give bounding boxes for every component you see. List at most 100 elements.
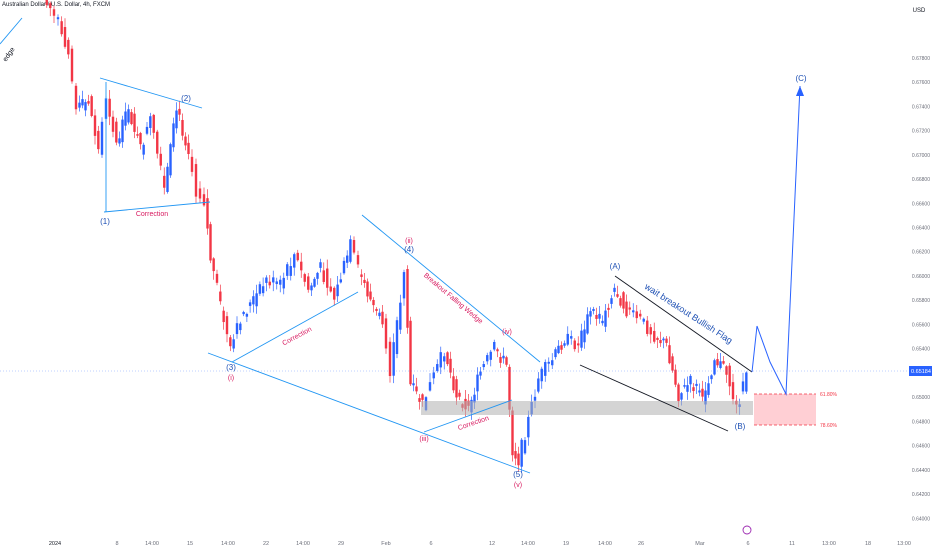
candle (589, 307, 592, 325)
triangle-bottom-line (103, 201, 211, 213)
candle-body (133, 113, 136, 132)
candle (60, 16, 63, 37)
candle-body (152, 114, 155, 133)
wave-label-i: (i) (228, 375, 234, 382)
candle-body (388, 341, 392, 377)
candle (159, 146, 162, 171)
y-tick-label: 0.67600 (912, 80, 930, 86)
candle-body (275, 281, 278, 285)
candle-body (573, 340, 576, 350)
y-tick-label: 0.64800 (912, 419, 930, 425)
candle (286, 262, 289, 280)
candle (375, 307, 378, 316)
candle (356, 250, 360, 268)
x-tick-label: Feb (381, 541, 390, 547)
candle-body (212, 258, 215, 272)
price-axis[interactable]: 0.67800 0.67600 0.67400 0.67200 0.67000 0.668… (912, 56, 930, 523)
candle-body (731, 382, 735, 400)
candle (554, 347, 557, 360)
candle (133, 107, 136, 139)
candle (115, 117, 118, 146)
candle-body (235, 323, 239, 335)
wave-label-3: (3) (226, 363, 236, 372)
x-tick-label: 14:00 (221, 541, 235, 547)
candle (639, 309, 642, 320)
candle-body (622, 292, 625, 309)
candle-body (142, 144, 145, 155)
candle (496, 347, 499, 358)
candle-body (198, 188, 202, 199)
x-tick-label: 13:00 (897, 541, 911, 547)
candle (395, 316, 399, 359)
y-tick-label: 0.65800 (912, 298, 930, 304)
candle (316, 271, 319, 285)
candle-body (78, 102, 81, 108)
candle (70, 45, 74, 84)
y-tick-label: 0.66400 (912, 225, 930, 231)
candle-body (496, 349, 499, 352)
candle (342, 257, 346, 275)
candle-body (156, 131, 159, 154)
candle-body (166, 166, 169, 192)
candle (255, 284, 258, 314)
candle-body (557, 345, 560, 354)
candle-body (674, 369, 677, 385)
candle-body (366, 281, 369, 297)
y-tick-label: 0.64000 (912, 516, 930, 522)
candle-body (686, 385, 689, 392)
candle-body (395, 320, 399, 355)
candle (90, 94, 93, 118)
candle-body (194, 164, 198, 197)
x-tick-label: 15 (187, 541, 193, 547)
candle (100, 117, 104, 158)
candle (432, 366, 435, 385)
candle-body (508, 366, 511, 410)
candle (175, 102, 178, 134)
candle-body (412, 383, 415, 386)
candle-body (683, 385, 686, 387)
wave-label-1: (1) (100, 217, 110, 226)
x-tick-label: 14:00 (521, 541, 535, 547)
candle (722, 356, 725, 365)
candle-body (616, 294, 619, 297)
wave-label-5: (5) (513, 470, 523, 479)
candle-body (493, 341, 496, 350)
wave-label-C: (C) (795, 74, 806, 83)
candle-body (406, 269, 409, 328)
candle-body (97, 130, 100, 150)
candle (163, 167, 166, 195)
y-tick-label: 0.67800 (912, 56, 930, 62)
events-icon[interactable] (742, 525, 752, 535)
last-price-text: 0.65184 (911, 369, 931, 375)
candle-body (540, 368, 543, 382)
candle-body (74, 85, 78, 110)
candle (252, 290, 255, 313)
fib-zone (754, 394, 816, 425)
wave-label-4: (4) (404, 245, 414, 254)
candle-body (566, 333, 569, 345)
candle-body (710, 375, 713, 380)
candle-body (745, 372, 748, 392)
candle-body (352, 240, 356, 253)
candle-body (356, 255, 360, 265)
time-axis[interactable]: 2024 8 14:00 15 14:00 22 14:00 29 Feb 6 12 14:00 19 1… (49, 541, 911, 547)
candle-body (432, 372, 435, 379)
candle-body (45, 0, 48, 5)
candle (695, 379, 698, 394)
candle (701, 380, 704, 402)
candle (619, 295, 622, 308)
candle-body (384, 318, 388, 349)
projection-arrowhead (796, 86, 804, 96)
candle (446, 351, 449, 367)
candle (499, 352, 502, 368)
candle (84, 99, 87, 117)
candle (184, 132, 187, 151)
candle-body (439, 352, 442, 368)
candle-body (671, 356, 674, 371)
candle (190, 149, 194, 177)
candle (121, 115, 124, 148)
candle (78, 95, 81, 112)
candle-body (628, 307, 631, 310)
candle (728, 362, 731, 396)
